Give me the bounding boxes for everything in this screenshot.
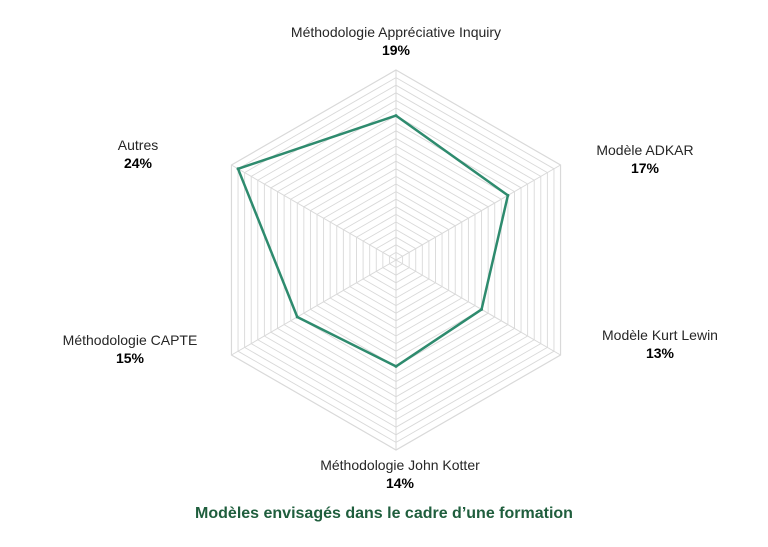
value-label: 13% <box>646 345 675 361</box>
value-label: 15% <box>116 350 145 366</box>
axis-label: Modèle ADKAR <box>596 142 693 158</box>
data-point <box>236 167 240 171</box>
axis-spoke <box>395 164 561 261</box>
value-label: 19% <box>382 42 411 58</box>
axis-label: Méthodologie CAPTE <box>63 332 198 348</box>
data-point <box>506 193 510 197</box>
value-label: 17% <box>631 160 660 176</box>
axis-label: Modèle Kurt Lewin <box>602 327 718 343</box>
value-label: 24% <box>124 155 153 171</box>
data-point <box>480 307 484 311</box>
data-point <box>394 364 398 368</box>
axis-label: Méthodologie Appréciative Inquiry <box>291 24 501 40</box>
data-point <box>295 315 299 319</box>
axis-spoke <box>231 164 397 261</box>
value-label: 14% <box>386 475 415 491</box>
axis-spoke <box>231 259 397 356</box>
chart-caption: Modèles envisagés dans le cadre d’une fo… <box>195 505 573 522</box>
axis-labels: Méthodologie Appréciative Inquiry 19% Modè… <box>63 24 718 491</box>
axis-label: Méthodologie John Kotter <box>320 457 480 473</box>
radar-spokes <box>231 70 561 450</box>
axis-spoke <box>395 259 561 356</box>
data-point <box>394 114 398 118</box>
axis-label: Autres <box>118 137 158 153</box>
